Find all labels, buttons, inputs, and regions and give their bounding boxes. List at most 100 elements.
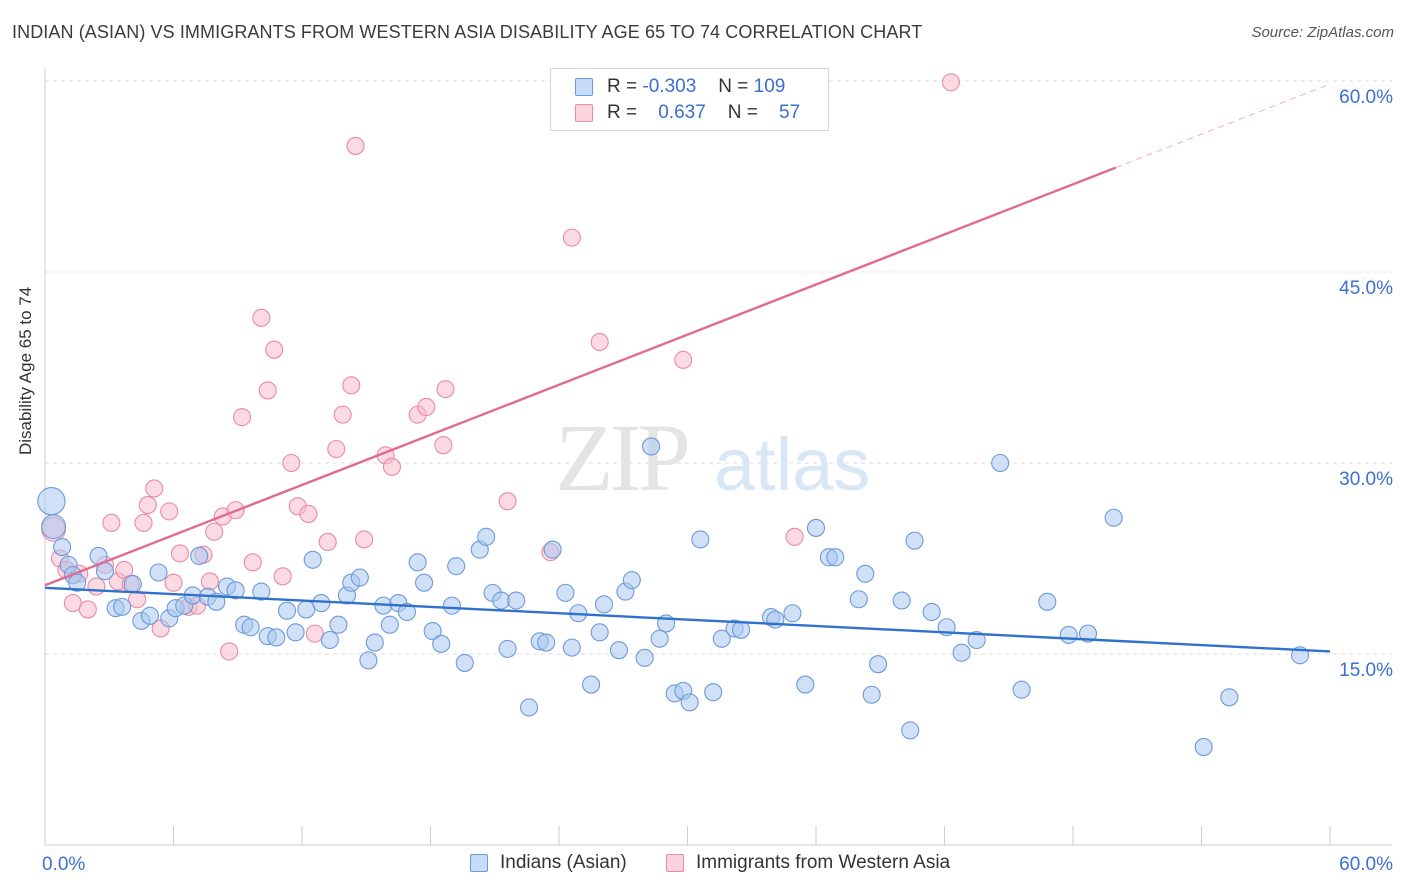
data-point-immigrants (785, 527, 804, 546)
data-point-immigrants (138, 495, 157, 515)
data-point-immigrants (498, 492, 517, 511)
data-point-indians (303, 550, 322, 569)
gridlines (45, 80, 1392, 655)
data-point-indians (1012, 680, 1031, 699)
data-point-indians (869, 655, 888, 674)
y-tick-label: 45.0% (1339, 278, 1393, 299)
trend-line-immigrants (44, 166, 1117, 587)
trend-lines (44, 83, 1331, 653)
data-point-indians (562, 638, 581, 657)
legend-r-label: R = (607, 76, 638, 97)
data-point-immigrants (232, 408, 252, 427)
data-point-indians (537, 633, 556, 652)
y-axis-label: Disability Age 65 to 74 (16, 286, 35, 455)
data-point-indians (642, 437, 661, 456)
data-point-indians (796, 675, 815, 694)
data-point-immigrants (333, 405, 352, 424)
data-point-indians (190, 546, 209, 566)
legend-swatch-pink (575, 104, 593, 122)
data-point-indians (408, 553, 427, 572)
y-tick-label: 30.0% (1339, 469, 1393, 490)
data-point-indians (380, 615, 399, 634)
legend-n-value-pink: 57 (779, 102, 801, 123)
data-point-indians (267, 628, 286, 647)
data-point-immigrants (674, 350, 693, 369)
data-point-indians (397, 602, 416, 622)
data-point-indians (712, 629, 731, 648)
data-point-indians (455, 653, 474, 672)
data-point-immigrants (102, 513, 121, 532)
legend-row-blue: R = -0.303 N = 109 (575, 75, 785, 99)
data-point-indians (297, 600, 316, 619)
data-point-indians (252, 582, 271, 601)
data-point-indians (892, 591, 911, 610)
legend-n-label: N = (727, 102, 758, 123)
data-point-immigrants (305, 624, 324, 643)
data-point-indians (622, 571, 641, 590)
data-point-indians (766, 610, 785, 629)
data-point-indians (783, 604, 802, 623)
data-point-indians (329, 615, 348, 634)
data-point-indians (1104, 508, 1123, 527)
data-point-indians (68, 573, 87, 592)
series-immigrants-western-asia (41, 73, 960, 661)
chart-title: INDIAN (ASIAN) VS IMMIGRANTS FROM WESTER… (12, 22, 923, 42)
bottom-legend-item-immigrants: Immigrants from Western Asia (666, 852, 950, 874)
tick-labels: 15.0% 30.0% 45.0% 60.0% 0.0% 60.0% (42, 87, 1393, 875)
data-point-indians (952, 643, 971, 662)
watermark: ZIP atlas (555, 404, 870, 511)
axes (44, 68, 1392, 846)
data-point-immigrants (417, 397, 436, 417)
data-point-indians (226, 581, 245, 600)
bottom-legend-label: Immigrants from Western Asia (696, 852, 951, 873)
data-point-indians (1194, 737, 1213, 757)
data-point-indians (543, 540, 562, 559)
data-point-indians (731, 620, 751, 639)
legend-r-value-pink: 0.637 (658, 102, 706, 123)
y-tick-label: 15.0% (1339, 660, 1393, 681)
data-point-indians (691, 530, 710, 549)
data-point-immigrants (318, 532, 337, 551)
data-point-indians (149, 563, 168, 582)
data-point-immigrants (170, 544, 189, 563)
data-point-immigrants (164, 573, 183, 592)
trend-line-indians (44, 586, 1331, 653)
watermark-zip: ZIP (555, 404, 688, 511)
data-point-indians (140, 606, 159, 625)
data-point-indians (442, 596, 461, 615)
data-point-indians (991, 453, 1010, 473)
data-point-immigrants (78, 600, 97, 619)
data-point-immigrants (941, 73, 960, 92)
data-point-immigrants (327, 439, 346, 459)
data-point-immigrants (436, 380, 455, 399)
data-point-indians (498, 639, 517, 658)
data-point-immigrants (258, 381, 277, 400)
data-point-indians (582, 675, 601, 694)
data-point-indians (350, 568, 369, 587)
legend-swatch-blue (575, 78, 593, 96)
data-point-indians (826, 548, 845, 567)
legend-n-value-blue: 109 (753, 76, 786, 97)
data-point-indians (123, 574, 142, 594)
data-point-indians (922, 602, 941, 622)
data-point-indians (1038, 592, 1057, 611)
data-point-indians (590, 623, 609, 642)
data-point-immigrants (273, 567, 292, 586)
data-point-immigrants (87, 577, 106, 596)
data-point-indians (519, 698, 539, 717)
correlation-legend: R = -0.303 N = 109 R = 0.637 N = 57 (550, 68, 829, 131)
data-point-immigrants (63, 594, 82, 613)
data-point-indians (650, 629, 669, 648)
data-point-indians (556, 583, 575, 602)
data-point-indians (359, 651, 378, 670)
legend-r-label: R = (607, 102, 638, 123)
data-point-immigrants (590, 332, 609, 352)
data-point-indians (312, 594, 331, 613)
data-point-indians (967, 630, 986, 650)
data-point-indians (277, 601, 297, 620)
data-point-indians (365, 633, 384, 652)
legend-n-label: N = (718, 76, 749, 97)
data-point-immigrants (243, 553, 262, 572)
data-point-indians (53, 537, 72, 557)
x-tick-label: 60.0% (1339, 854, 1393, 875)
